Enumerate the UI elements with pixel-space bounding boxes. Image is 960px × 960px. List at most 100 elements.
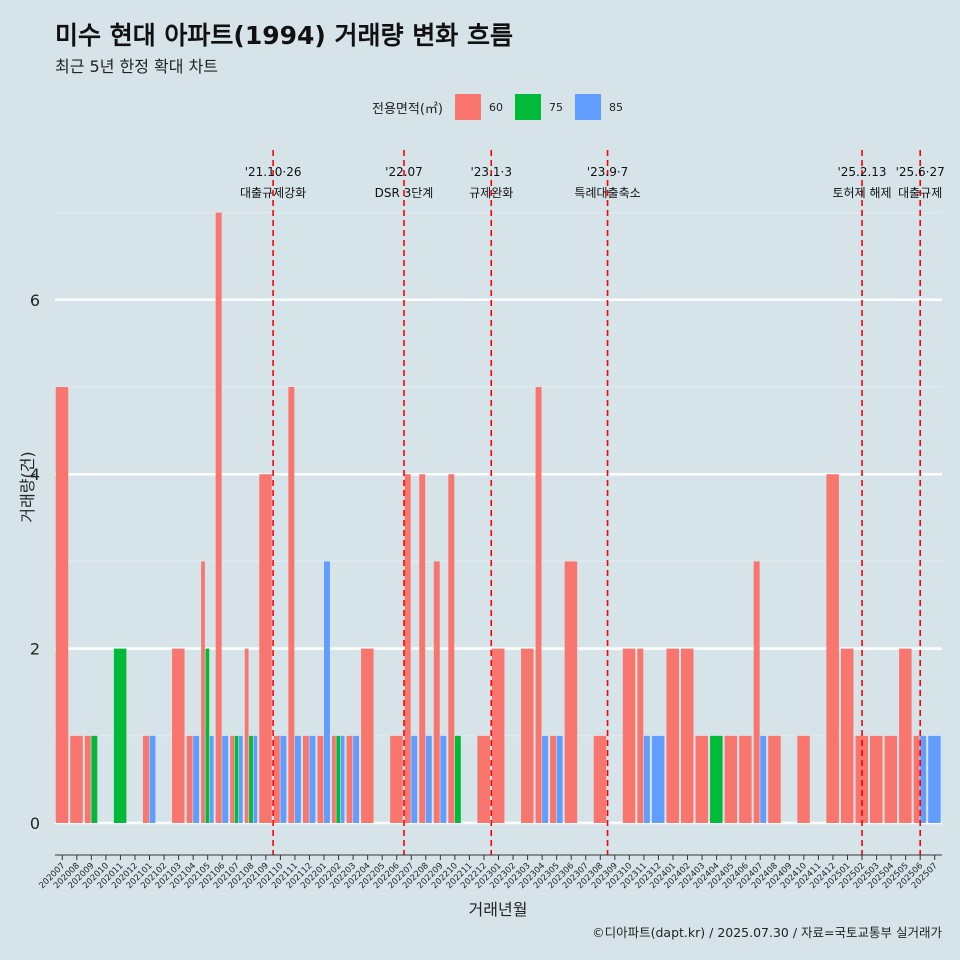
event-date: '22.07 — [385, 165, 423, 179]
bar-60-202412 — [826, 474, 839, 823]
bar-75-202210 — [454, 735, 461, 823]
y-tick-label: 6 — [30, 291, 40, 310]
bar-60-202402 — [680, 648, 694, 823]
bar-60-202007 — [55, 387, 69, 823]
bar-60-202303 — [521, 648, 534, 823]
bar-60-202305 — [550, 735, 557, 823]
bar-85-202107 — [238, 735, 243, 823]
chart-subtitle: 최근 5년 한정 확대 차트 — [55, 57, 219, 76]
bar-60-202504 — [884, 735, 898, 823]
bar-85-202104 — [193, 735, 200, 823]
bar-75-202107 — [234, 735, 239, 823]
bar-60-202311 — [637, 648, 644, 823]
bar-60-202301 — [491, 648, 505, 823]
bar-85-202305 — [556, 735, 563, 823]
event-label: DSR 3단계 — [375, 186, 434, 200]
bar-60-202105 — [201, 561, 205, 823]
bar-85-202106 — [222, 735, 229, 823]
legend: 전용면적(㎡) 60 75 85 — [372, 92, 631, 122]
bar-85-202112 — [309, 735, 316, 823]
bar-60-202502 — [855, 735, 868, 823]
legend-label-60: 60 — [488, 100, 503, 114]
bar-60-202304 — [535, 387, 542, 823]
bar-60-202401 — [666, 648, 679, 823]
bar-60-202107 — [230, 735, 234, 823]
legend-title: 전용면적(㎡) — [372, 101, 443, 117]
bar-60-202408 — [768, 735, 781, 823]
bar-60-202403 — [695, 735, 709, 823]
y-tick-label: 0 — [30, 814, 40, 833]
legend-key-60 — [454, 94, 481, 120]
bar-85-202110 — [280, 735, 287, 823]
bar-85-202311 — [643, 735, 650, 823]
bar-75-202108 — [249, 735, 253, 823]
bar-60-202501 — [840, 648, 854, 823]
bar-60-202201 — [317, 735, 324, 823]
chart-title: 미수 현대 아파트(1994) 거래량 변화 흐름 — [55, 21, 513, 50]
bar-85-202407 — [760, 735, 767, 823]
event-date: '23.1·3 — [470, 165, 511, 179]
bar-60-202106 — [215, 212, 222, 824]
bar-85-202304 — [542, 735, 549, 823]
bar-60-202109 — [259, 474, 272, 823]
event-date: '25.6·27 — [896, 165, 945, 179]
bar-85-202108 — [253, 735, 258, 823]
x-axis-title: 거래년월 — [469, 900, 528, 919]
event-date: '23.9·7 — [587, 165, 628, 179]
bar-60-202111 — [288, 387, 295, 823]
bar-85-202312 — [651, 735, 665, 823]
bar-60-202210 — [448, 474, 455, 823]
bar-85-202209 — [440, 735, 447, 823]
event-date: '21.10·26 — [245, 165, 302, 179]
bar-75-202011 — [113, 648, 127, 823]
legend-key-75 — [514, 94, 541, 120]
bar-60-202207 — [404, 474, 411, 823]
bar-85-202203 — [353, 735, 360, 823]
bar-60-202407 — [753, 561, 760, 823]
bar-60-202203 — [346, 735, 353, 823]
bar-85-202208 — [425, 735, 432, 823]
bar-85-202105 — [209, 735, 214, 823]
bar-85-202101 — [149, 735, 156, 823]
bar-75-202202 — [336, 735, 341, 823]
event-date: '25.2.13 — [837, 165, 886, 179]
bar-75-202105 — [205, 648, 210, 823]
event-label: 규제완화 — [469, 186, 513, 200]
bar-60-202103 — [172, 648, 185, 823]
event-label: 토허제 해제 — [833, 186, 892, 200]
event-label: 대출규제강화 — [240, 186, 306, 200]
bar-60-202110 — [273, 735, 280, 823]
bar-60-202209 — [433, 561, 440, 823]
bar-85-202202 — [340, 735, 345, 823]
event-label: 대출규제 — [898, 186, 942, 200]
bar-85-202506 — [920, 735, 927, 823]
bar-60-202108 — [244, 648, 249, 823]
bar-60-202406 — [739, 735, 752, 823]
event-label: 특례대출축소 — [574, 186, 640, 200]
legend-key-85 — [574, 94, 601, 120]
bar-60-202310 — [622, 648, 636, 823]
bar-60-202410 — [797, 735, 810, 823]
bar-60-202101 — [142, 735, 149, 823]
bar-85-202111 — [294, 735, 301, 823]
bar-60-202204 — [361, 648, 374, 823]
bar-60-202009 — [84, 735, 91, 823]
bar-60-202503 — [870, 735, 883, 823]
bar-60-202206 — [390, 735, 403, 823]
bar-60-202505 — [899, 648, 912, 823]
bar-60-202212 — [477, 735, 490, 823]
bar-85-202207 — [411, 735, 418, 823]
legend-label-85: 85 — [608, 100, 623, 114]
bar-85-202201 — [324, 561, 330, 823]
y-tick-label: 2 — [30, 640, 40, 659]
bar-60-202308 — [593, 735, 607, 823]
legend-label-75: 75 — [548, 100, 563, 114]
bar-75-202404 — [710, 735, 723, 823]
bar-60-202208 — [419, 474, 426, 823]
bar-85-202507 — [928, 735, 941, 823]
bar-60-202008 — [70, 735, 83, 823]
y-tick-label: 4 — [30, 465, 40, 484]
bar-60-202405 — [724, 735, 738, 823]
bar-75-202009 — [91, 735, 98, 823]
